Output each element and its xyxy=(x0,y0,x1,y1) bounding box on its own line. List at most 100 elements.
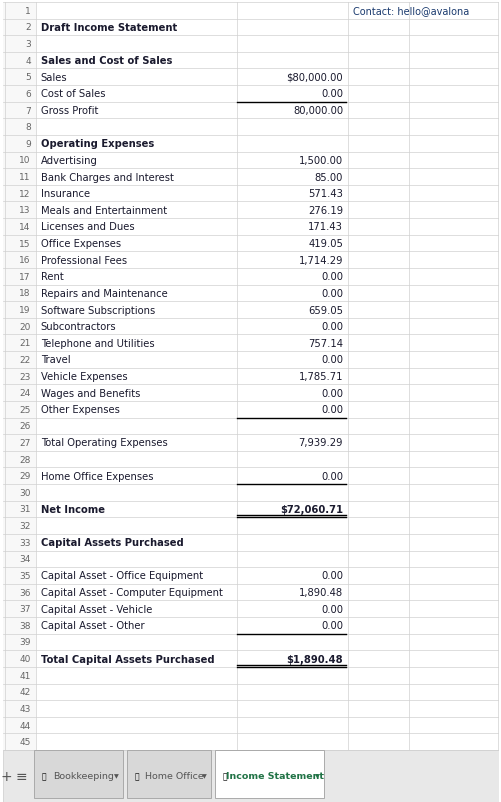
Text: 🔒: 🔒 xyxy=(223,772,227,780)
Text: 14: 14 xyxy=(20,223,31,232)
Text: 0.00: 0.00 xyxy=(321,405,343,415)
Text: Subcontractors: Subcontractors xyxy=(41,322,116,332)
Bar xyxy=(4,402,36,418)
Text: 26: 26 xyxy=(20,422,31,431)
Text: 23: 23 xyxy=(20,372,31,381)
Text: 30: 30 xyxy=(19,488,31,497)
Bar xyxy=(4,53,36,70)
Bar xyxy=(4,418,36,435)
Text: Bookkeeping: Bookkeeping xyxy=(53,772,114,780)
Text: 35: 35 xyxy=(19,571,31,580)
Text: 8: 8 xyxy=(25,123,31,132)
Text: Telephone and Utilities: Telephone and Utilities xyxy=(41,338,154,348)
Text: 1,500.00: 1,500.00 xyxy=(299,156,343,166)
Text: Draft Income Statement: Draft Income Statement xyxy=(41,23,177,33)
Text: Capital Asset - Office Equipment: Capital Asset - Office Equipment xyxy=(41,571,203,581)
Text: 1,785.71: 1,785.71 xyxy=(299,371,343,382)
Text: 🔒: 🔒 xyxy=(42,772,47,780)
Text: 45: 45 xyxy=(20,737,31,746)
Text: Sales: Sales xyxy=(41,73,67,83)
Bar xyxy=(4,452,36,468)
Bar xyxy=(4,584,36,601)
Text: Capital Asset - Vehicle: Capital Asset - Vehicle xyxy=(41,604,152,614)
Text: 0.00: 0.00 xyxy=(321,322,343,332)
Bar xyxy=(4,152,36,169)
Bar xyxy=(4,119,36,136)
Bar xyxy=(4,534,36,551)
Bar xyxy=(4,601,36,618)
Text: 1: 1 xyxy=(25,6,31,16)
Text: 25: 25 xyxy=(20,405,31,414)
Text: Net Income: Net Income xyxy=(41,504,105,514)
Bar xyxy=(4,219,36,236)
Text: Home Office: Home Office xyxy=(145,772,203,780)
Text: 6: 6 xyxy=(25,90,31,99)
FancyBboxPatch shape xyxy=(127,750,211,798)
Text: 18: 18 xyxy=(19,289,31,298)
Text: 15: 15 xyxy=(19,239,31,248)
Text: 36: 36 xyxy=(19,588,31,597)
Text: 12: 12 xyxy=(20,189,31,198)
Text: 0.00: 0.00 xyxy=(321,272,343,282)
Bar xyxy=(4,717,36,734)
Text: 44: 44 xyxy=(20,721,31,730)
Bar xyxy=(4,236,36,252)
Bar xyxy=(4,269,36,286)
Bar xyxy=(4,86,36,103)
Text: 13: 13 xyxy=(19,206,31,215)
Text: Vehicle Expenses: Vehicle Expenses xyxy=(41,371,127,382)
Text: 171.43: 171.43 xyxy=(308,222,343,232)
Bar xyxy=(4,468,36,484)
Bar xyxy=(4,286,36,302)
Text: Capital Assets Purchased: Capital Assets Purchased xyxy=(41,537,183,548)
Text: 29: 29 xyxy=(20,472,31,480)
Bar xyxy=(4,634,36,650)
Text: 33: 33 xyxy=(19,538,31,547)
Text: +: + xyxy=(1,769,12,783)
Text: 571.43: 571.43 xyxy=(308,189,343,199)
Bar xyxy=(4,618,36,634)
Text: 17: 17 xyxy=(19,273,31,282)
Text: 0.00: 0.00 xyxy=(321,621,343,630)
Text: Travel: Travel xyxy=(41,355,70,365)
Text: Other Expenses: Other Expenses xyxy=(41,405,120,415)
Text: 0.00: 0.00 xyxy=(321,471,343,481)
Text: 🔒: 🔒 xyxy=(135,772,139,780)
Bar xyxy=(4,252,36,269)
Bar xyxy=(4,734,36,750)
Text: 7: 7 xyxy=(25,107,31,115)
Text: 22: 22 xyxy=(20,355,31,364)
Bar xyxy=(4,169,36,185)
Text: Office Expenses: Office Expenses xyxy=(41,239,121,249)
Text: 2: 2 xyxy=(25,23,31,32)
Text: 0.00: 0.00 xyxy=(321,604,343,614)
Text: 7,939.29: 7,939.29 xyxy=(299,438,343,448)
Text: 10: 10 xyxy=(19,156,31,165)
Bar xyxy=(4,484,36,501)
Text: 20: 20 xyxy=(20,322,31,331)
Text: Software Subscriptions: Software Subscriptions xyxy=(41,305,155,315)
Text: Contact: hello@avalona: Contact: hello@avalona xyxy=(353,6,469,16)
Text: 3: 3 xyxy=(25,40,31,49)
Text: Cost of Sales: Cost of Sales xyxy=(41,89,105,99)
Bar xyxy=(4,650,36,667)
Text: 41: 41 xyxy=(20,670,31,680)
Bar xyxy=(4,103,36,119)
Text: 80,000.00: 80,000.00 xyxy=(293,106,343,116)
Bar xyxy=(4,318,36,335)
Text: Insurance: Insurance xyxy=(41,189,90,199)
Text: ≡: ≡ xyxy=(16,769,27,783)
Text: Income Statement: Income Statement xyxy=(225,772,324,780)
Bar xyxy=(4,136,36,152)
Text: 1,714.29: 1,714.29 xyxy=(299,255,343,265)
Text: 42: 42 xyxy=(20,687,31,696)
Bar xyxy=(4,202,36,219)
Bar xyxy=(4,700,36,717)
Bar xyxy=(4,3,36,19)
Text: 27: 27 xyxy=(20,439,31,448)
Text: Wages and Benefits: Wages and Benefits xyxy=(41,388,140,398)
Text: Licenses and Dues: Licenses and Dues xyxy=(41,222,134,232)
Bar xyxy=(4,19,36,36)
Bar xyxy=(4,435,36,452)
Text: Advertising: Advertising xyxy=(41,156,98,166)
